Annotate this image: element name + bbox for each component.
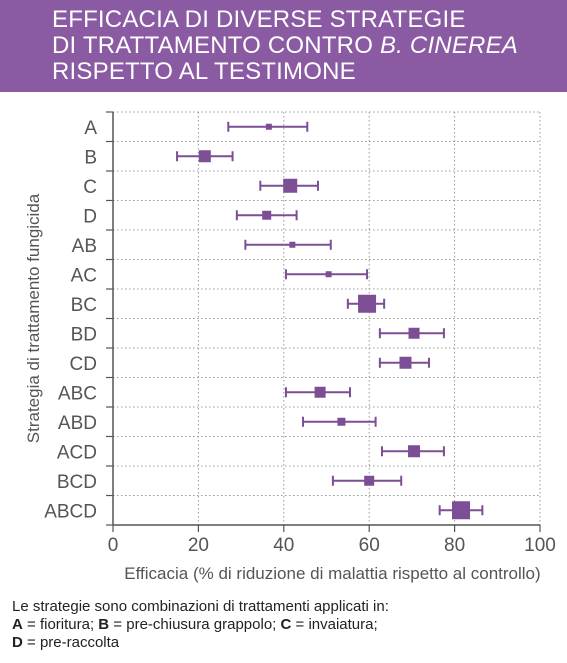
footnote-text-b: = pre-chiusura grappolo;	[109, 616, 281, 633]
footnote-intro: Le strategie sono combinazioni di tratta…	[12, 598, 389, 615]
errorbar-group-CD	[378, 356, 430, 369]
errorbar-group-BCD	[331, 475, 403, 486]
category-label-BC: BC	[71, 295, 97, 316]
errorbar-group-ABC	[284, 386, 351, 398]
point-CD	[399, 356, 412, 369]
footnote: Le strategie sono combinazioni di tratta…	[12, 598, 557, 652]
axes	[106, 111, 541, 532]
footnote-key-c: C	[280, 616, 292, 633]
footnote-key-b: B	[98, 616, 110, 633]
category-label-CD: CD	[70, 354, 97, 375]
category-label-D: D	[83, 206, 97, 227]
errorbar-group-ABD	[302, 416, 377, 427]
errorbar-group-B	[176, 150, 234, 163]
chart: 0 20 40 60 80 100ABCDABACBCBDCDABCABDACDBCDAB…	[24, 111, 556, 583]
title-banner: EFFICACIA DI DIVERSE STRATEGIE DI TRATTA…	[0, 0, 567, 92]
category-label-B: B	[84, 147, 97, 168]
footnote-text-c: = invaiatura;	[291, 616, 378, 633]
point-AC	[325, 271, 332, 278]
x-tick-label-20: 20	[188, 535, 209, 556]
category-label-AC: AC	[71, 265, 97, 286]
chart-title-line-3: RISPETTO AL TESTIMONE	[52, 58, 356, 85]
category-label-BD: BD	[71, 324, 97, 345]
category-label-BCD: BCD	[57, 472, 97, 493]
chart-title-pathogen: B. CINEREA	[379, 32, 518, 59]
point-D	[262, 210, 272, 220]
point-BCD	[364, 475, 375, 486]
x-tick-label-40: 40	[273, 535, 294, 556]
point-BC	[358, 294, 377, 313]
x-tick-label-100: 100	[524, 535, 556, 556]
category-label-ACD: ACD	[57, 442, 97, 463]
chart-title-line-2: DI TRATTAMENTO CONTRO B. CINEREA	[52, 34, 518, 58]
point-BD	[408, 327, 420, 339]
errorbar-group-D	[235, 210, 298, 221]
footnote-line-2: D = pre-raccolta	[12, 634, 557, 652]
point-ABCD	[452, 501, 471, 520]
point-C	[283, 178, 298, 193]
footnote-text-a: = fioritura;	[22, 616, 99, 633]
x-tick-label-0: 0	[108, 535, 119, 556]
errorbar-group-A	[227, 121, 309, 132]
point-ABC	[314, 386, 326, 398]
grid	[113, 111, 541, 525]
footnote-line-1: A = fioritura; B = pre-chiusura grappolo…	[12, 616, 557, 634]
errorbar-group-AC	[284, 269, 369, 280]
chart-title-line-1: EFFICACIA DI DIVERSE STRATEGIE	[52, 6, 466, 33]
point-AB	[289, 241, 296, 248]
category-label-A: A	[84, 118, 97, 139]
errorbar-group-C	[259, 178, 319, 193]
point-ABD	[337, 417, 346, 426]
x-tick-label-60: 60	[359, 535, 380, 556]
x-axis-label: Efficacia (% di riduzione di malattia ri…	[124, 564, 540, 583]
errorbar-group-BC	[346, 294, 386, 313]
point-A	[265, 123, 272, 130]
category-label-AB: AB	[72, 236, 97, 257]
category-label-ABC: ABC	[58, 383, 97, 404]
data-marks	[176, 121, 484, 520]
errorbar-group-AB	[244, 239, 332, 250]
x-tick-label-80: 80	[444, 535, 465, 556]
errorbar-group-ACD	[381, 445, 445, 458]
footnote-text-d: = pre-raccolta	[22, 634, 120, 651]
chart-title-line-2-text: DI TRATTAMENTO CONTRO	[52, 32, 380, 59]
errorbar-group-ABCD	[438, 501, 484, 520]
footnote-key-a: A	[12, 616, 23, 633]
category-label-C: C	[83, 177, 97, 198]
category-label-ABCD: ABCD	[44, 501, 97, 522]
y-axis-label: Strategia di trattamento fungicida	[24, 193, 43, 443]
axis-labels: 0 20 40 60 80 100ABCDABACBCBDCDABCABDACDBCDAB…	[24, 118, 556, 583]
errorbar-group-BD	[378, 327, 445, 339]
point-B	[198, 150, 211, 163]
footnote-key-d: D	[12, 634, 23, 651]
point-ACD	[408, 445, 421, 458]
category-label-ABD: ABD	[58, 413, 97, 434]
